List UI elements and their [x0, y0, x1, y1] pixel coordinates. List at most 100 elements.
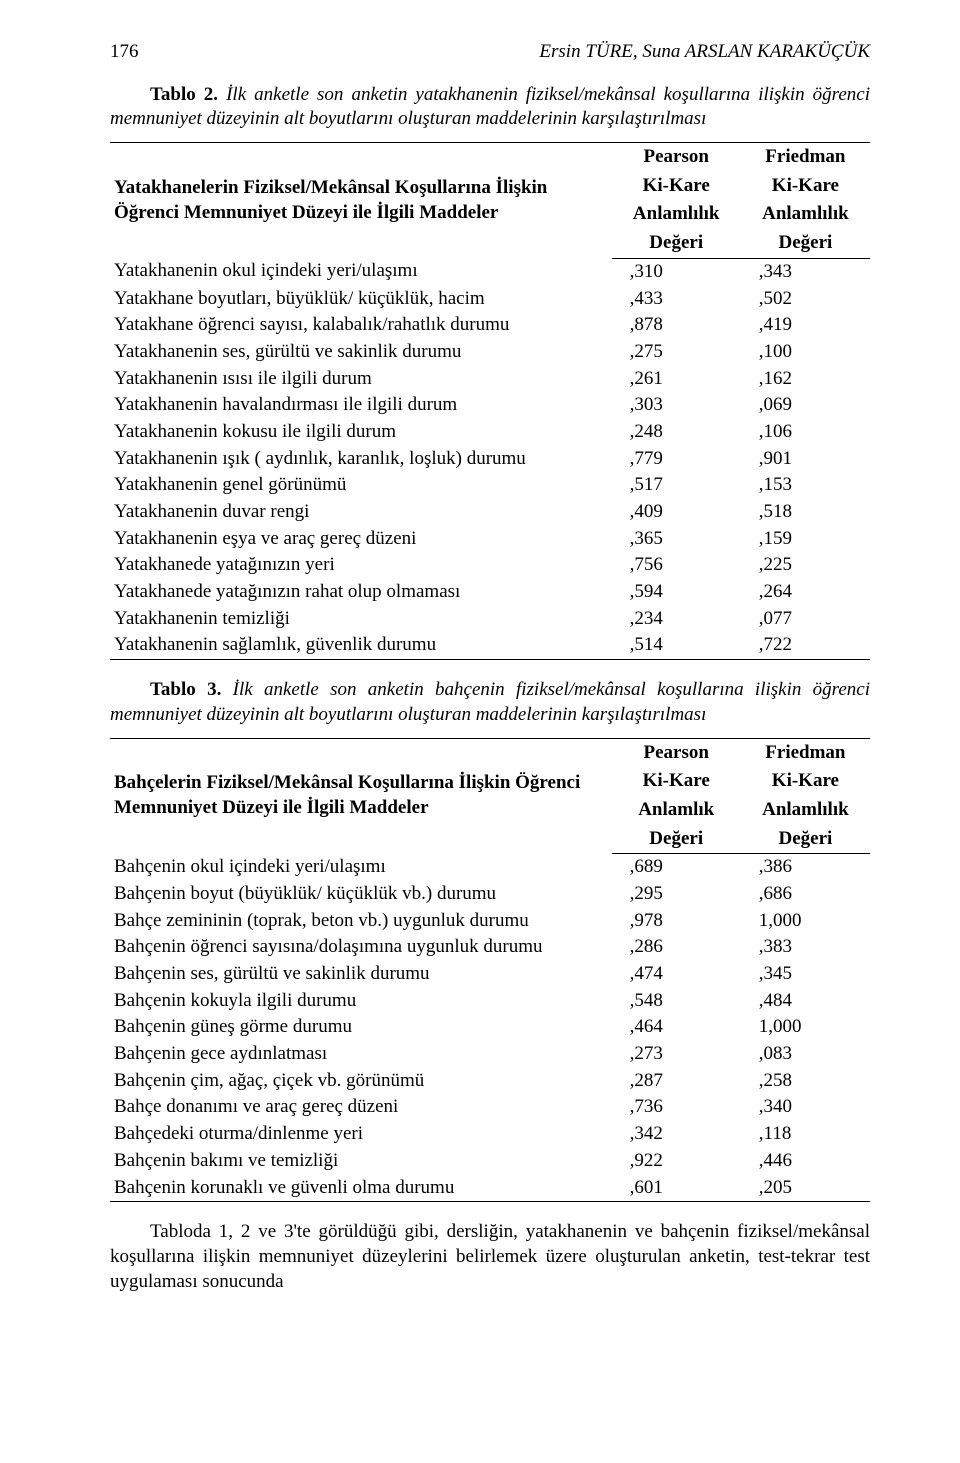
table3-caption: Tablo 3. İlk anketle son anketin bahçeni…: [110, 678, 870, 727]
table2-col2-l1: Friedman: [741, 143, 870, 172]
row-value-pearson: ,273: [612, 1041, 741, 1068]
row-label: Bahçe zemininin (toprak, beton vb.) uygu…: [110, 908, 612, 935]
table-row: Yatakhane boyutları, büyüklük/ küçüklük,…: [110, 286, 870, 313]
row-label: Bahçenin öğrenci sayısına/dolaşımına uyg…: [110, 934, 612, 961]
table-row: Yatakhanenin ısısı ile ilgili durum,261,…: [110, 366, 870, 393]
row-value-friedman: ,518: [741, 499, 870, 526]
table-row: Bahçenin kokuyla ilgili durumu,548,484: [110, 988, 870, 1015]
table-row: Bahçenin okul içindeki yeri/ulaşımı,689,…: [110, 854, 870, 881]
row-value-pearson: ,248: [612, 419, 741, 446]
table2-header-left-l2: Öğrenci Memnuniyet Düzeyi ile İlgili Mad…: [114, 201, 608, 226]
row-value-pearson: ,878: [612, 312, 741, 339]
row-value-friedman: 1,000: [741, 1014, 870, 1041]
table2-header-left-l1: Yatakhanelerin Fiziksel/Mekânsal Koşulla…: [114, 176, 608, 201]
row-value-pearson: ,234: [612, 606, 741, 633]
row-value-pearson: ,365: [612, 526, 741, 553]
table2-header-left: Yatakhanelerin Fiziksel/Mekânsal Koşulla…: [110, 143, 612, 259]
row-value-friedman: ,205: [741, 1175, 870, 1202]
row-label: Yatakhanenin genel görünümü: [110, 472, 612, 499]
row-value-pearson: ,286: [612, 934, 741, 961]
row-label: Yatakhanenin ısısı ile ilgili durum: [110, 366, 612, 393]
table-row: Bahçenin boyut (büyüklük/ küçüklük vb.) …: [110, 881, 870, 908]
table-row: Yatakhanenin temizliği,234,077: [110, 606, 870, 633]
row-label: Yatakhanenin okul içindeki yeri/ulaşımı: [110, 258, 612, 285]
row-label: Bahçenin güneş görme durumu: [110, 1014, 612, 1041]
table-row: Bahçenin ses, gürültü ve sakinlik durumu…: [110, 961, 870, 988]
row-value-pearson: ,261: [612, 366, 741, 393]
row-label: Bahçenin korunaklı ve güvenli olma durum…: [110, 1175, 612, 1202]
row-value-pearson: ,275: [612, 339, 741, 366]
row-value-pearson: ,548: [612, 988, 741, 1015]
row-label: Bahçenin bakımı ve temizliği: [110, 1148, 612, 1175]
table-row: Bahçe donanımı ve araç gereç düzeni,736,…: [110, 1094, 870, 1121]
row-label: Bahçenin gece aydınlatması: [110, 1041, 612, 1068]
row-value-pearson: ,433: [612, 286, 741, 313]
table-row: Bahçenin çim, ağaç, çiçek vb. görünümü,2…: [110, 1068, 870, 1095]
row-value-pearson: ,342: [612, 1121, 741, 1148]
table3-col1-l3: Anlamlık: [612, 796, 741, 825]
row-value-pearson: ,978: [612, 908, 741, 935]
table2-caption-bold: Tablo 2.: [150, 84, 218, 105]
row-label: Bahçenin ses, gürültü ve sakinlik durumu: [110, 961, 612, 988]
table3-col2-l1: Friedman: [741, 738, 870, 767]
table-row: Yatakhanenin havalandırması ile ilgili d…: [110, 392, 870, 419]
row-value-pearson: ,594: [612, 579, 741, 606]
row-value-friedman: ,159: [741, 526, 870, 553]
table2-col1-l2: Ki-Kare: [612, 172, 741, 201]
table2-col1-l4: Değeri: [612, 229, 741, 258]
table3-caption-bold: Tablo 3.: [150, 679, 221, 700]
row-label: Yatakhanenin eşya ve araç gereç düzeni: [110, 526, 612, 553]
row-label: Yatakhanenin ışık ( aydınlık, karanlık, …: [110, 446, 612, 473]
row-value-pearson: ,464: [612, 1014, 741, 1041]
row-value-pearson: ,287: [612, 1068, 741, 1095]
row-value-friedman: ,502: [741, 286, 870, 313]
row-value-pearson: ,303: [612, 392, 741, 419]
table2-col2-l4: Değeri: [741, 229, 870, 258]
table2-body: Yatakhanenin okul içindeki yeri/ulaşımı,…: [110, 258, 870, 659]
page-container: 176 Ersin TÜRE, Suna ARSLAN KARAKÜÇÜK Ta…: [0, 0, 960, 1334]
table-row: Yatakhanenin sağlamlık, güvenlik durumu,…: [110, 632, 870, 659]
row-label: Yatakhanenin havalandırması ile ilgili d…: [110, 392, 612, 419]
row-label: Yatakhane öğrenci sayısı, kalabalık/raha…: [110, 312, 612, 339]
row-value-friedman: 1,000: [741, 908, 870, 935]
row-label: Bahçenin kokuyla ilgili durumu: [110, 988, 612, 1015]
table-row: Yatakhanenin genel görünümü,517,153: [110, 472, 870, 499]
table-row: Yatakhanenin duvar rengi,409,518: [110, 499, 870, 526]
row-value-friedman: ,484: [741, 988, 870, 1015]
table2-col2-l3: Anlamlılık: [741, 200, 870, 229]
table-row: Bahçenin öğrenci sayısına/dolaşımına uyg…: [110, 934, 870, 961]
table3-body: Bahçenin okul içindeki yeri/ulaşımı,689,…: [110, 854, 870, 1202]
row-label: Yatakhanede yatağınızın yeri: [110, 552, 612, 579]
table-row: Bahçedeki oturma/dinlenme yeri,342,118: [110, 1121, 870, 1148]
row-value-pearson: ,601: [612, 1175, 741, 1202]
row-value-pearson: ,474: [612, 961, 741, 988]
row-value-friedman: ,686: [741, 881, 870, 908]
table-row: Yatakhane öğrenci sayısı, kalabalık/raha…: [110, 312, 870, 339]
row-value-pearson: ,756: [612, 552, 741, 579]
page-number: 176: [110, 40, 139, 65]
table2-col1-l3: Anlamlılık: [612, 200, 741, 229]
row-value-friedman: ,106: [741, 419, 870, 446]
row-label: Yatakhanenin sağlamlık, güvenlik durumu: [110, 632, 612, 659]
row-value-friedman: ,118: [741, 1121, 870, 1148]
table-row: Yatakhanenin okul içindeki yeri/ulaşımı,…: [110, 258, 870, 285]
row-label: Bahçenin çim, ağaç, çiçek vb. görünümü: [110, 1068, 612, 1095]
table-row: Yatakhanede yatağınızın yeri,756,225: [110, 552, 870, 579]
table-row: Bahçe zemininin (toprak, beton vb.) uygu…: [110, 908, 870, 935]
row-value-friedman: ,100: [741, 339, 870, 366]
table3-header-left: Bahçelerin Fiziksel/Mekânsal Koşullarına…: [110, 738, 612, 854]
row-value-friedman: ,077: [741, 606, 870, 633]
row-label: Yatakhanenin temizliği: [110, 606, 612, 633]
table3-header-left-l1: Bahçelerin Fiziksel/Mekânsal Koşullarına…: [114, 771, 608, 796]
row-value-friedman: ,225: [741, 552, 870, 579]
row-label: Yatakhanede yatağınızın rahat olup olmam…: [110, 579, 612, 606]
table3-header-left-l2: Memnuniyet Düzeyi ile İlgili Maddeler: [114, 796, 608, 821]
row-value-friedman: ,258: [741, 1068, 870, 1095]
table-row: Yatakhanenin kokusu ile ilgili durum,248…: [110, 419, 870, 446]
table2-caption-text: İlk anketle son anketin yatakhanenin fiz…: [110, 84, 870, 130]
row-value-pearson: ,310: [612, 258, 741, 285]
table-row: Bahçenin güneş görme durumu,4641,000: [110, 1014, 870, 1041]
body-paragraph: Tabloda 1, 2 ve 3'te görüldüğü gibi, der…: [110, 1220, 870, 1294]
authors: Ersin TÜRE, Suna ARSLAN KARAKÜÇÜK: [539, 40, 870, 65]
table-row: Bahçenin korunaklı ve güvenli olma durum…: [110, 1175, 870, 1202]
